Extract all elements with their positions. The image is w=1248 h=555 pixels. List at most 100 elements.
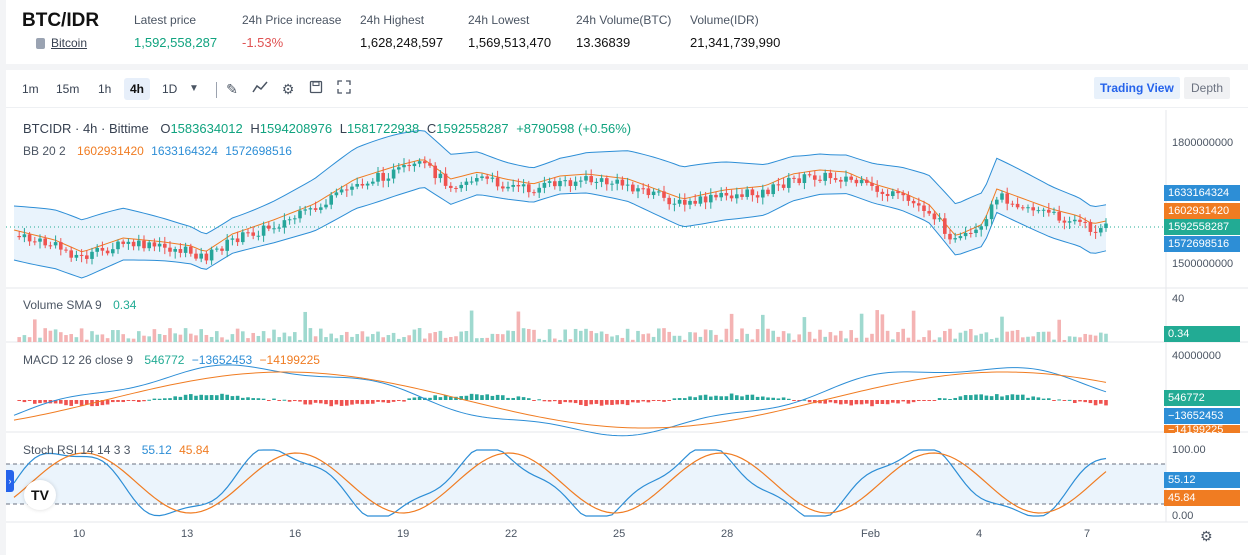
tradingview-logo[interactable]: TV: [24, 480, 56, 510]
candle-body: [339, 189, 344, 193]
volume-bar: [963, 330, 968, 342]
volume-bar: [225, 339, 229, 342]
volume-bar: [272, 329, 276, 342]
macd-histogram-bar: [225, 394, 229, 400]
volume-bar: [885, 330, 890, 342]
candle-body: [839, 179, 843, 182]
macd-histogram-bar: [922, 400, 926, 401]
coin-link-label[interactable]: Bitcoin: [51, 36, 88, 50]
candle-body: [755, 195, 760, 198]
trading-view-button[interactable]: Trading View: [1094, 77, 1180, 99]
macd-histogram-bar: [719, 396, 723, 400]
candle-body: [423, 161, 427, 164]
volume-bar: [324, 337, 328, 342]
price-tick: 1500000000: [1172, 258, 1234, 270]
volume-bar: [43, 328, 47, 342]
side-panel-toggle[interactable]: ›: [6, 470, 14, 492]
macd-histogram-bar: [828, 400, 833, 403]
timeframe-1m[interactable]: 1m: [22, 82, 39, 96]
volume-bar: [59, 332, 63, 342]
candle-body: [48, 245, 53, 247]
macd-histogram-bar: [85, 400, 89, 405]
settings-gear-icon[interactable]: ⚙: [281, 81, 295, 97]
macd-histogram-bar: [755, 396, 760, 400]
macd-histogram-bar: [948, 398, 952, 400]
volume-bar: [839, 330, 843, 342]
volume-bar: [501, 334, 505, 342]
volume-bar: [553, 338, 557, 342]
candle-body: [1005, 193, 1009, 204]
bb-lower-line: [13, 187, 1107, 279]
volume-bar: [781, 331, 786, 342]
macd-histogram-bar: [979, 394, 983, 400]
depth-button[interactable]: Depth: [1184, 77, 1231, 99]
macd-histogram-bar: [282, 399, 287, 401]
macd-histogram-bar: [1010, 394, 1015, 400]
macd-line: [13, 364, 1107, 437]
candle-body: [261, 225, 266, 236]
volume-bar: [917, 339, 921, 342]
fullscreen-icon[interactable]: [334, 79, 354, 99]
volume-bar: [943, 331, 947, 342]
macd-histogram-bar: [787, 398, 791, 400]
macd-histogram-bar: [199, 394, 203, 400]
macd-histogram-bar: [953, 397, 957, 400]
candle-body: [688, 200, 692, 205]
stat-24h-volume-btc: 24h Volume(BTC) 13.36839: [576, 13, 672, 50]
timeframe-15m[interactable]: 15m: [56, 82, 80, 96]
candle-body: [371, 181, 375, 184]
candle-body: [1010, 203, 1015, 205]
candle-body: [979, 226, 983, 230]
volume-bar: [1021, 337, 1025, 342]
bb-basis-tag: 1602931420: [1164, 203, 1240, 219]
candle-body: [412, 163, 417, 167]
volume-bar: [261, 331, 266, 342]
volume-bar: [755, 329, 760, 342]
indicator-icon[interactable]: [250, 79, 270, 99]
macd-histogram-bar: [464, 395, 469, 400]
volume-bar: [100, 334, 105, 342]
candle-body: [438, 173, 443, 179]
volume-bar: [542, 339, 547, 342]
volume-bar: [417, 328, 422, 342]
candle-body: [823, 172, 827, 181]
volume-bar: [1005, 331, 1009, 342]
volume-bar: [1067, 336, 1072, 342]
macd-histogram-bar: [797, 400, 801, 401]
volume-bar: [469, 310, 474, 342]
candle-body: [610, 183, 614, 185]
rsi-tick: 0.00: [1172, 510, 1194, 522]
last-price-tag: 1592558287: [1164, 219, 1240, 235]
candle-body: [277, 227, 281, 229]
volume-sma-value: 0.34: [113, 298, 137, 312]
macd-histogram-bar: [33, 400, 37, 404]
timeframe-4h[interactable]: 4h: [124, 78, 151, 100]
macd-histogram-bar: [839, 400, 843, 405]
rsi-d-value: 45.84: [179, 443, 210, 457]
volume-bar: [438, 330, 443, 342]
candle-body: [1026, 207, 1030, 209]
chart-settings-gear-icon[interactable]: ⚙: [1200, 528, 1213, 544]
candle-body: [989, 204, 994, 220]
dropdown-chevron-icon[interactable]: ▼: [189, 83, 199, 94]
volume-bar: [683, 339, 687, 342]
candle-body: [1031, 207, 1035, 211]
macd-histogram-bar: [563, 400, 567, 403]
volume-bar: [443, 337, 448, 342]
timeframe-1d[interactable]: 1D: [162, 82, 178, 96]
draw-pen-icon[interactable]: ✎: [226, 81, 238, 97]
candle-body: [449, 185, 453, 188]
save-icon[interactable]: [306, 79, 326, 99]
macd-histogram-bar: [511, 397, 515, 400]
macd-histogram-bar: [209, 395, 214, 400]
candle-body: [397, 167, 401, 170]
macd-histogram-bar: [251, 398, 255, 400]
volume-bar: [1031, 336, 1035, 342]
coin-link[interactable]: Bitcoin: [36, 36, 87, 50]
time-label: 25: [613, 528, 626, 540]
timeframe-1h[interactable]: 1h: [98, 82, 112, 96]
volume-bar: [646, 333, 651, 342]
volume-bar: [1062, 339, 1067, 342]
macd-histogram-bar: [1078, 400, 1082, 402]
